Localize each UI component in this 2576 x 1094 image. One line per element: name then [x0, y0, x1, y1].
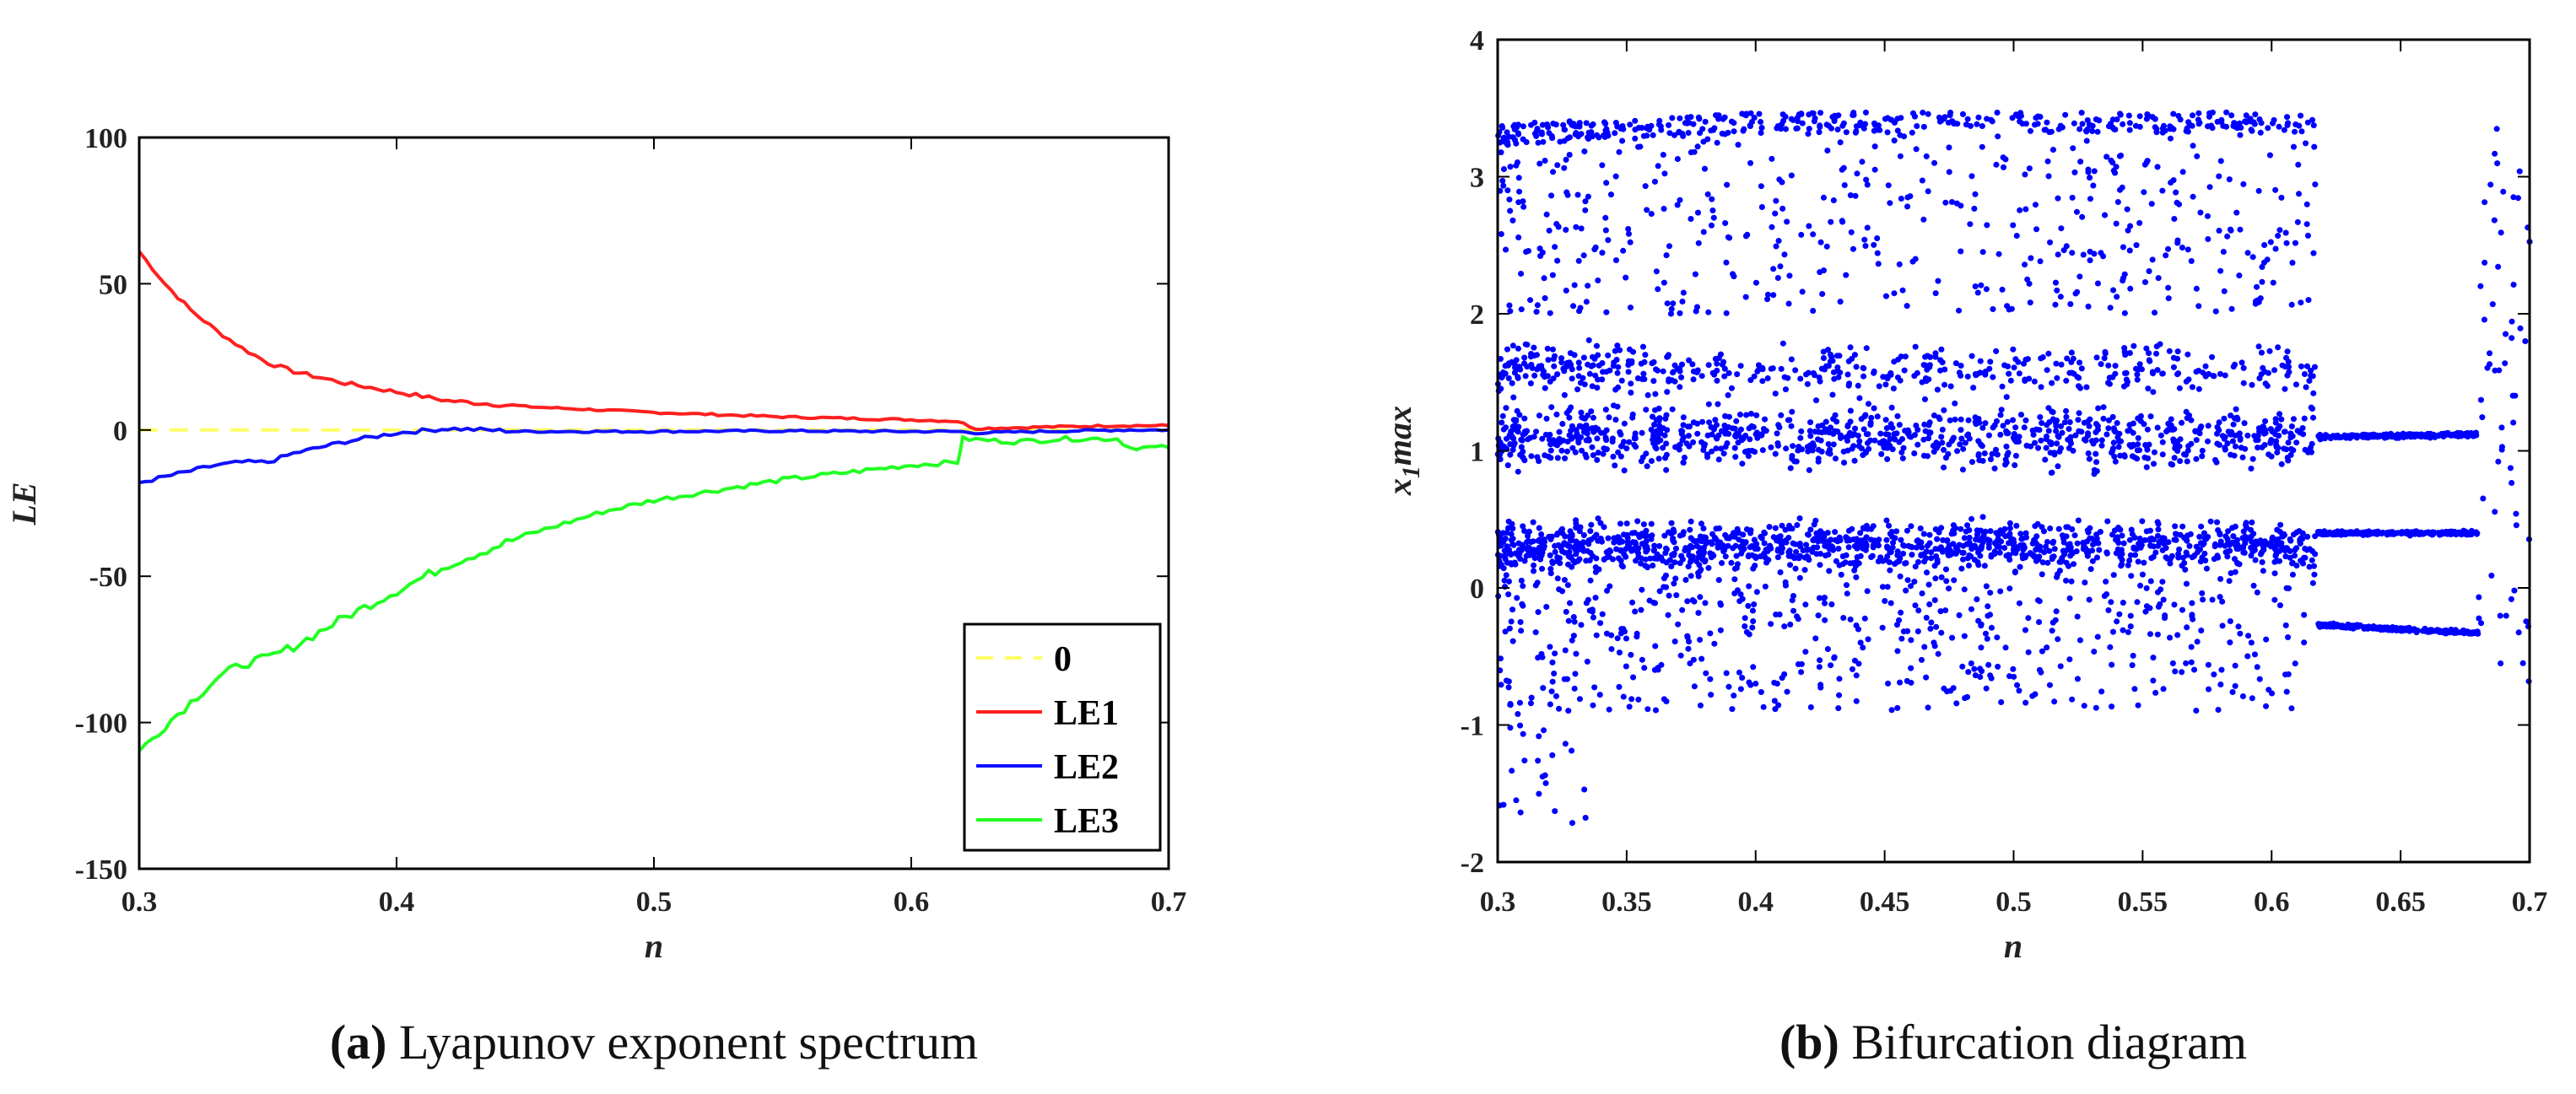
lyapunov-xtick-label: 0.4 [379, 887, 415, 918]
lyapunov-xtick-label: 0.5 [636, 887, 672, 918]
caption-b: (b) Bifurcation diagram [1779, 1015, 2247, 1070]
bifurcation-xtick-label: 0.35 [1601, 887, 1652, 918]
bifurcation-points [1494, 109, 2533, 827]
caption-a: (a) Lyapunov exponent spectrum [330, 1015, 978, 1070]
caption-a-letter: (a) [330, 1015, 387, 1070]
bifurcation-ticks: 0.3 0.35 0.4 0.45 0.5 0.55 0.6 0.65 0.7 -2 -1 0 1 2 3 4 [1461, 25, 2548, 918]
lyapunov-ytick-label: -100 [75, 709, 127, 740]
bifurcation-xtick-label: 0.65 [2375, 887, 2426, 918]
lyapunov-xtick-label: 0.6 [894, 887, 930, 918]
series-line-LE3 [138, 434, 1169, 752]
bifurcation-axes-frame [1496, 38, 2531, 864]
bifurcation-ytick-label: 4 [1470, 25, 1484, 57]
legend-label-LE2: LE2 [1054, 748, 1119, 787]
bifurcation-xlabel: n [2004, 927, 2022, 965]
caption-b-letter: (b) [1779, 1015, 1839, 1070]
lyapunov-xtick-label: 0.3 [122, 887, 158, 918]
lyapunov-xlabel: n [645, 927, 663, 965]
bifurcation-ytick-label: 2 [1470, 299, 1484, 331]
bifurcation-xtick-label: 0.7 [2512, 887, 2548, 918]
lyapunov-ylabel: LE [5, 482, 43, 525]
bifurcation-ytick-label: 1 [1470, 437, 1484, 468]
lyapunov-ytick-label: 0 [113, 416, 127, 447]
lyapunov-ytick-label: -150 [75, 854, 127, 886]
bifurcation-xtick-label: 0.3 [1480, 887, 1516, 918]
lyapunov-ytick-label: 100 [84, 123, 127, 154]
bifurcation-ytick-label: 0 [1470, 574, 1484, 605]
lyapunov-ticks: 0.3 0.4 0.5 0.6 0.7 -150 -100 -50 0 50 100 [75, 123, 1187, 918]
caption-a-text: Lyapunov exponent spectrum [386, 1015, 978, 1070]
bifurcation-xtick-label: 0.55 [2118, 887, 2168, 918]
lyapunov-ytick-label: -50 [89, 562, 127, 593]
bifurcation-ylabel-sub: 1 [1397, 466, 1425, 478]
bifurcation-ylabel-main: x [1380, 478, 1418, 496]
lyapunov-xtick-label: 0.7 [1151, 887, 1187, 918]
legend-label-LE1: LE1 [1054, 694, 1119, 733]
bifurcation-plot-area [1494, 109, 2533, 827]
bifurcation-xtick-label: 0.4 [1738, 887, 1774, 918]
series-line-LE1 [138, 251, 1169, 432]
bifurcation-xtick-label: 0.45 [1860, 887, 1910, 918]
legend-box [963, 622, 1162, 852]
series-line-LE2 [138, 426, 1169, 485]
bifurcation-ytick-label: -1 [1461, 711, 1484, 742]
lyapunov-plot-area [138, 251, 1169, 752]
bifurcation-xtick-label: 0.6 [2254, 887, 2290, 918]
legend-label-LE3: LE3 [1054, 802, 1119, 841]
panel-a: 0.3 0.4 0.5 0.6 0.7 -150 -100 -50 0 50 100 n LE 0 L… [5, 123, 1186, 1070]
caption-b-text: Bifurcation diagram [1839, 1015, 2247, 1070]
bifurcation-ylabel: x1max [1380, 406, 1425, 496]
bifurcation-ytick-label: -2 [1461, 848, 1484, 879]
bifurcation-xtick-label: 0.5 [1995, 887, 2032, 918]
lyapunov-legend: 0 LE1 LE2 LE3 [963, 622, 1162, 852]
bifurcation-ylabel-suffix: max [1380, 406, 1418, 466]
legend-label-0: 0 [1054, 640, 1072, 679]
panel-b: 0.3 0.35 0.4 0.45 0.5 0.55 0.6 0.65 0.7 -2 -1 0 1 2 3 4… [1380, 25, 2547, 1070]
lyapunov-ytick-label: 50 [99, 269, 127, 300]
bifurcation-ytick-label: 3 [1470, 163, 1484, 194]
